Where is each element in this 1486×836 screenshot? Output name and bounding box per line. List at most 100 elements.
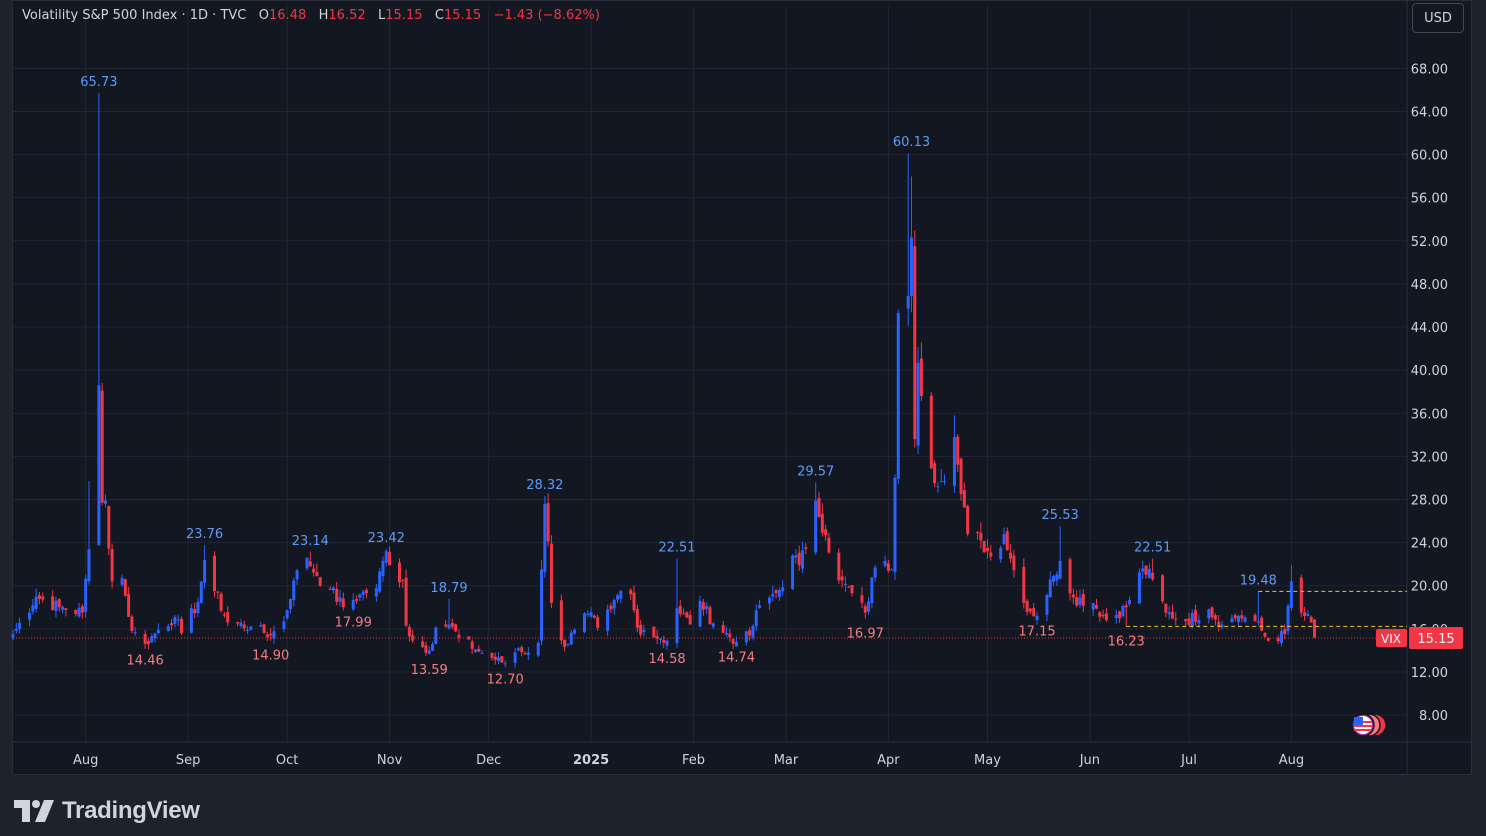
currency-button[interactable]: USD <box>1412 3 1464 33</box>
candle-body <box>1009 552 1013 559</box>
candle-body <box>1048 579 1052 598</box>
candle-body <box>890 569 894 571</box>
candle-body <box>748 630 752 636</box>
candle-body <box>328 588 332 590</box>
candle-body <box>734 641 738 647</box>
symbol-title[interactable]: Volatility S&P 500 Index · 1D · TVC <box>22 8 247 23</box>
y-tick-label: 8.00 <box>1419 709 1448 724</box>
candle-body <box>728 633 732 638</box>
candle-body <box>421 641 425 648</box>
candle-body <box>1233 615 1237 619</box>
tradingview-logo[interactable]: TradingView <box>14 797 200 825</box>
candle-body <box>804 547 808 550</box>
candle-body <box>959 458 963 495</box>
candle-body <box>364 589 368 594</box>
candle-body <box>1124 605 1128 608</box>
candle-body <box>447 624 451 629</box>
candle-body <box>51 596 55 611</box>
y-tick-label: 28.00 <box>1411 493 1448 508</box>
candle-body <box>31 605 35 612</box>
candle-body <box>586 613 590 615</box>
low-annotation: 14.74 <box>718 650 755 665</box>
candle-body <box>820 513 824 533</box>
candle-body <box>1025 600 1029 613</box>
candle-body <box>1237 615 1241 622</box>
candle-body <box>860 594 864 603</box>
candle-body <box>1309 616 1313 623</box>
candle-body <box>292 580 296 601</box>
candle-body <box>305 557 309 569</box>
y-tick-label: 64.00 <box>1411 105 1448 120</box>
candle-body <box>999 547 1003 560</box>
candle-body <box>1055 574 1059 581</box>
candle-body <box>1289 581 1293 608</box>
us-flag-icon[interactable] <box>1342 712 1388 738</box>
candle-body <box>503 663 507 665</box>
candle-body <box>592 615 596 618</box>
x-tick-label: Mar <box>774 753 799 768</box>
candle-body <box>470 641 474 649</box>
candle-body <box>146 641 150 645</box>
candle-body <box>454 624 458 632</box>
candle-body <box>936 486 940 488</box>
candle-body <box>744 631 748 643</box>
candle-body <box>401 579 405 581</box>
candle-body <box>87 549 91 582</box>
candle-body <box>1286 605 1290 632</box>
candle-body <box>1068 559 1072 594</box>
candle-body <box>1121 605 1125 617</box>
candle-body <box>130 616 134 631</box>
candle-body <box>665 640 669 646</box>
high-label: H <box>318 8 329 23</box>
candle-body <box>1012 555 1016 571</box>
candle-body <box>74 609 78 614</box>
candle-body <box>658 638 662 640</box>
candle-body <box>843 583 847 585</box>
candle-body <box>97 385 101 546</box>
candle-body <box>573 629 577 634</box>
candle-body <box>351 599 355 610</box>
candle-body <box>242 624 246 629</box>
candle-body <box>1194 610 1198 622</box>
symbol-tag: VIX <box>1381 632 1401 646</box>
candle-body <box>14 628 18 632</box>
candle-body <box>1161 575 1165 602</box>
candle-body <box>226 612 230 623</box>
high-annotation: 60.13 <box>893 135 930 150</box>
candle-body <box>1303 612 1307 616</box>
candle-body <box>619 591 623 599</box>
candle-body <box>196 601 200 614</box>
candle-body <box>61 606 65 610</box>
candle-body <box>133 632 137 634</box>
candle-body <box>213 555 217 592</box>
candle-body <box>609 605 613 610</box>
candle-body <box>582 613 586 633</box>
candle-body <box>477 648 481 652</box>
candle-body <box>612 599 616 609</box>
y-tick-label: 32.00 <box>1411 450 1448 465</box>
candle-body <box>1260 617 1264 631</box>
candle-body <box>341 598 345 608</box>
candle-body <box>378 571 382 592</box>
candle-body <box>500 656 504 663</box>
candle-body <box>883 560 887 566</box>
candle-body <box>1266 637 1270 641</box>
candle-body <box>37 595 41 599</box>
candle-body <box>1114 614 1118 618</box>
candle-body <box>1279 630 1283 644</box>
tradingview-logo-icon <box>14 800 54 822</box>
candle-body <box>490 652 494 658</box>
candle-body <box>1210 607 1214 618</box>
candle-body <box>1144 565 1148 575</box>
candle-body <box>774 590 778 593</box>
x-tick-label: Sep <box>176 753 201 768</box>
candle-body <box>272 631 276 639</box>
candle-body <box>616 595 620 600</box>
candle-body <box>1220 624 1224 628</box>
candle-body <box>824 529 828 536</box>
candle-body <box>1174 618 1178 620</box>
candle-body <box>110 549 114 582</box>
candle-body <box>1170 611 1174 619</box>
candle-body <box>11 634 15 638</box>
